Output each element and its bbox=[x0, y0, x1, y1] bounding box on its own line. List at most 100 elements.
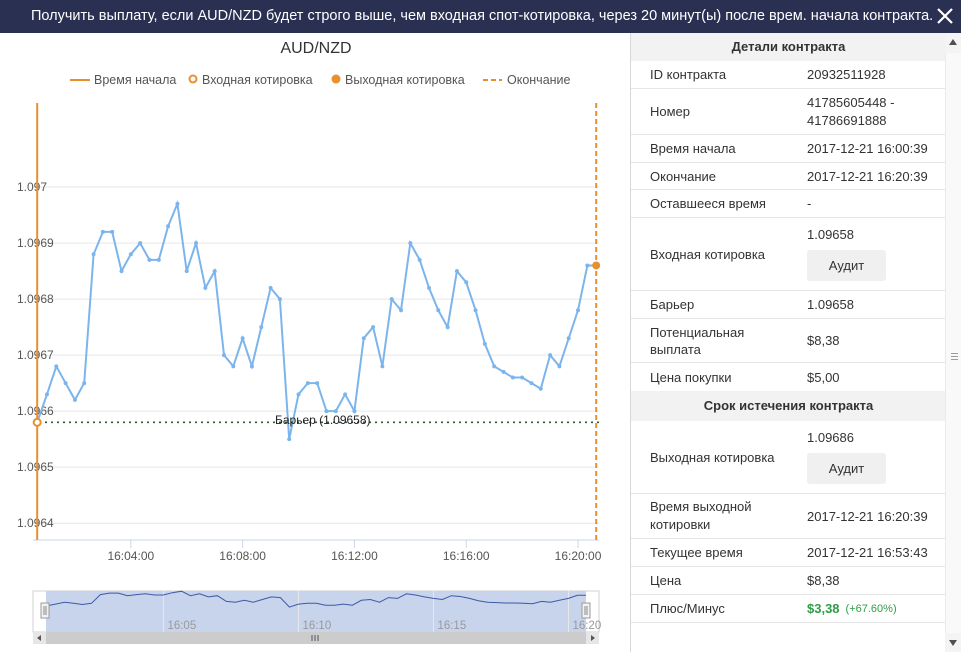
navigator-right-handle[interactable] bbox=[581, 602, 591, 619]
y-tick-label: 1.0968 bbox=[17, 292, 54, 306]
row-purchase-price: Цена покупки $5,00 bbox=[631, 363, 946, 391]
navigator-tick-label: 16:20 bbox=[572, 620, 601, 632]
entry-spot-marker bbox=[32, 417, 42, 427]
legend-item-entry-spot[interactable]: Входная котировка bbox=[188, 73, 313, 87]
price-point bbox=[110, 229, 115, 234]
price-line bbox=[36, 200, 597, 440]
price-point bbox=[54, 364, 59, 369]
navigator-ticks: 16:05 16:10 16:15 16:20 bbox=[162, 591, 601, 632]
chart-title: AUD/NZD bbox=[280, 40, 351, 57]
price-point bbox=[166, 224, 171, 229]
price-point bbox=[333, 409, 338, 414]
chart-navigator[interactable]: 16:05 16:10 16:15 16:20 bbox=[32, 590, 601, 633]
price-point bbox=[445, 325, 450, 330]
contract-details-panel: Детали контракта ID контракта 2093251192… bbox=[630, 33, 961, 652]
price-point bbox=[538, 386, 543, 391]
contract-markers bbox=[32, 103, 601, 540]
price-point bbox=[128, 252, 133, 257]
row-entry-spot: Входная котировка 1.09658 Аудит bbox=[631, 218, 946, 291]
y-tick-label: 1.0966 bbox=[17, 404, 54, 418]
price-point bbox=[175, 201, 180, 206]
price-series bbox=[35, 200, 599, 442]
row-barrier: Барьер 1.09658 bbox=[631, 291, 946, 319]
panel-scrollbar[interactable] bbox=[945, 33, 961, 652]
entry-audit-button[interactable]: Аудит bbox=[807, 250, 886, 281]
scroll-up-icon[interactable] bbox=[949, 39, 957, 45]
row-value: $5,00 bbox=[807, 369, 840, 385]
profit-value: $3,38 bbox=[807, 601, 840, 616]
navigator-tick-label: 16:05 bbox=[167, 620, 196, 632]
legend-label: Время начала bbox=[94, 73, 176, 87]
scroll-down-icon[interactable] bbox=[949, 640, 957, 646]
chart-legend: Время начала Входная котировка Выходная … bbox=[70, 73, 571, 87]
row-contract-id: ID контракта 20932511928 bbox=[631, 61, 946, 89]
row-value: 2017-12-21 16:53:43 bbox=[807, 545, 928, 560]
price-point bbox=[44, 392, 49, 397]
row-end-time: Окончание 2017-12-21 16:20:39 bbox=[631, 163, 946, 190]
row-value: 1.09686 bbox=[807, 430, 854, 445]
scroll-right-icon[interactable] bbox=[591, 635, 595, 641]
price-point bbox=[492, 364, 497, 369]
legend-label: Выходная котировка bbox=[345, 73, 465, 87]
price-point bbox=[454, 269, 459, 274]
price-point bbox=[184, 269, 189, 274]
price-point bbox=[138, 241, 143, 246]
legend-item-exit-spot[interactable]: Выходная котировка bbox=[331, 73, 465, 87]
navigator-selection[interactable] bbox=[46, 591, 586, 632]
details-heading: Детали контракта bbox=[631, 33, 946, 61]
panel-scroll-thumb[interactable] bbox=[945, 53, 961, 633]
legend-item-start-time[interactable]: Время начала bbox=[70, 73, 176, 87]
navigator-series bbox=[45, 590, 586, 608]
row-value: - bbox=[807, 196, 812, 211]
price-point bbox=[63, 381, 68, 386]
price-point bbox=[119, 269, 124, 274]
row-reference: Номер 41785605448 - 41786691888 bbox=[631, 89, 946, 135]
row-value: 2017-12-21 16:20:39 bbox=[807, 168, 928, 184]
price-point bbox=[212, 269, 217, 274]
price-point bbox=[417, 257, 422, 262]
navigator-scroll-thumb[interactable] bbox=[46, 632, 586, 644]
y-axis: 1.0964 1.0965 1.0966 1.0967 1.0968 1.0969 1.09… bbox=[17, 180, 54, 530]
legend-item-end-time[interactable]: Окончание bbox=[483, 73, 571, 87]
scroll-left-icon[interactable] bbox=[37, 635, 41, 641]
row-label: Время начала bbox=[650, 141, 736, 156]
price-point bbox=[520, 375, 525, 380]
row-value: 2017-12-21 16:20:39 bbox=[807, 508, 928, 524]
close-icon[interactable] bbox=[935, 6, 955, 26]
legend-label: Входная котировка bbox=[202, 73, 313, 87]
price-chart: AUD/NZD Время начала Входная котировка В… bbox=[0, 33, 629, 652]
row-label: Окончание bbox=[650, 168, 717, 184]
profit-percent: (+67.60%) bbox=[845, 602, 897, 615]
row-start-time: Время начала 2017-12-21 16:00:39 bbox=[631, 135, 946, 163]
price-point bbox=[315, 381, 320, 386]
row-label: Номер bbox=[650, 104, 691, 119]
price-point bbox=[371, 325, 376, 330]
exit-audit-button[interactable]: Аудит bbox=[807, 453, 886, 484]
price-point bbox=[72, 397, 77, 402]
navigator-scrollbar[interactable] bbox=[33, 632, 599, 644]
price-point bbox=[473, 308, 478, 313]
legend-label: Окончание bbox=[507, 73, 571, 87]
price-point bbox=[287, 437, 292, 442]
navigator-tick-label: 16:15 bbox=[437, 620, 466, 632]
price-point bbox=[399, 308, 404, 313]
row-potential-payout: Потенциальная выплата $8,38 bbox=[631, 319, 946, 363]
row-value: 2017-12-21 16:00:39 bbox=[807, 141, 928, 156]
navigator-left-handle[interactable] bbox=[40, 602, 50, 619]
row-exit-spot-time: Время выходной котировки 2017-12-21 16:2… bbox=[631, 494, 946, 539]
row-price: Цена $8,38 bbox=[631, 567, 946, 595]
x-tick-label: 16:04:00 bbox=[107, 549, 154, 563]
row-value: $8,38 bbox=[807, 333, 840, 348]
row-exit-spot: Выходная котировка 1.09686 Аудит bbox=[631, 421, 946, 494]
row-value: 1.09658 bbox=[807, 297, 854, 312]
price-point bbox=[231, 364, 236, 369]
price-point bbox=[221, 353, 226, 358]
price-point bbox=[194, 241, 199, 246]
price-point bbox=[203, 285, 208, 290]
price-point bbox=[510, 375, 515, 380]
price-point bbox=[259, 325, 264, 330]
x-axis: 16:04:00 16:08:00 16:12:00 16:16:00 16:20:00 bbox=[33, 539, 602, 563]
row-profit-loss: Плюс/Минус $3,38 (+67.60%) bbox=[631, 595, 946, 623]
chart-svg: AUD/NZD Время начала Входная котировка В… bbox=[17, 40, 602, 644]
row-label: Оставшееся время bbox=[650, 196, 766, 211]
